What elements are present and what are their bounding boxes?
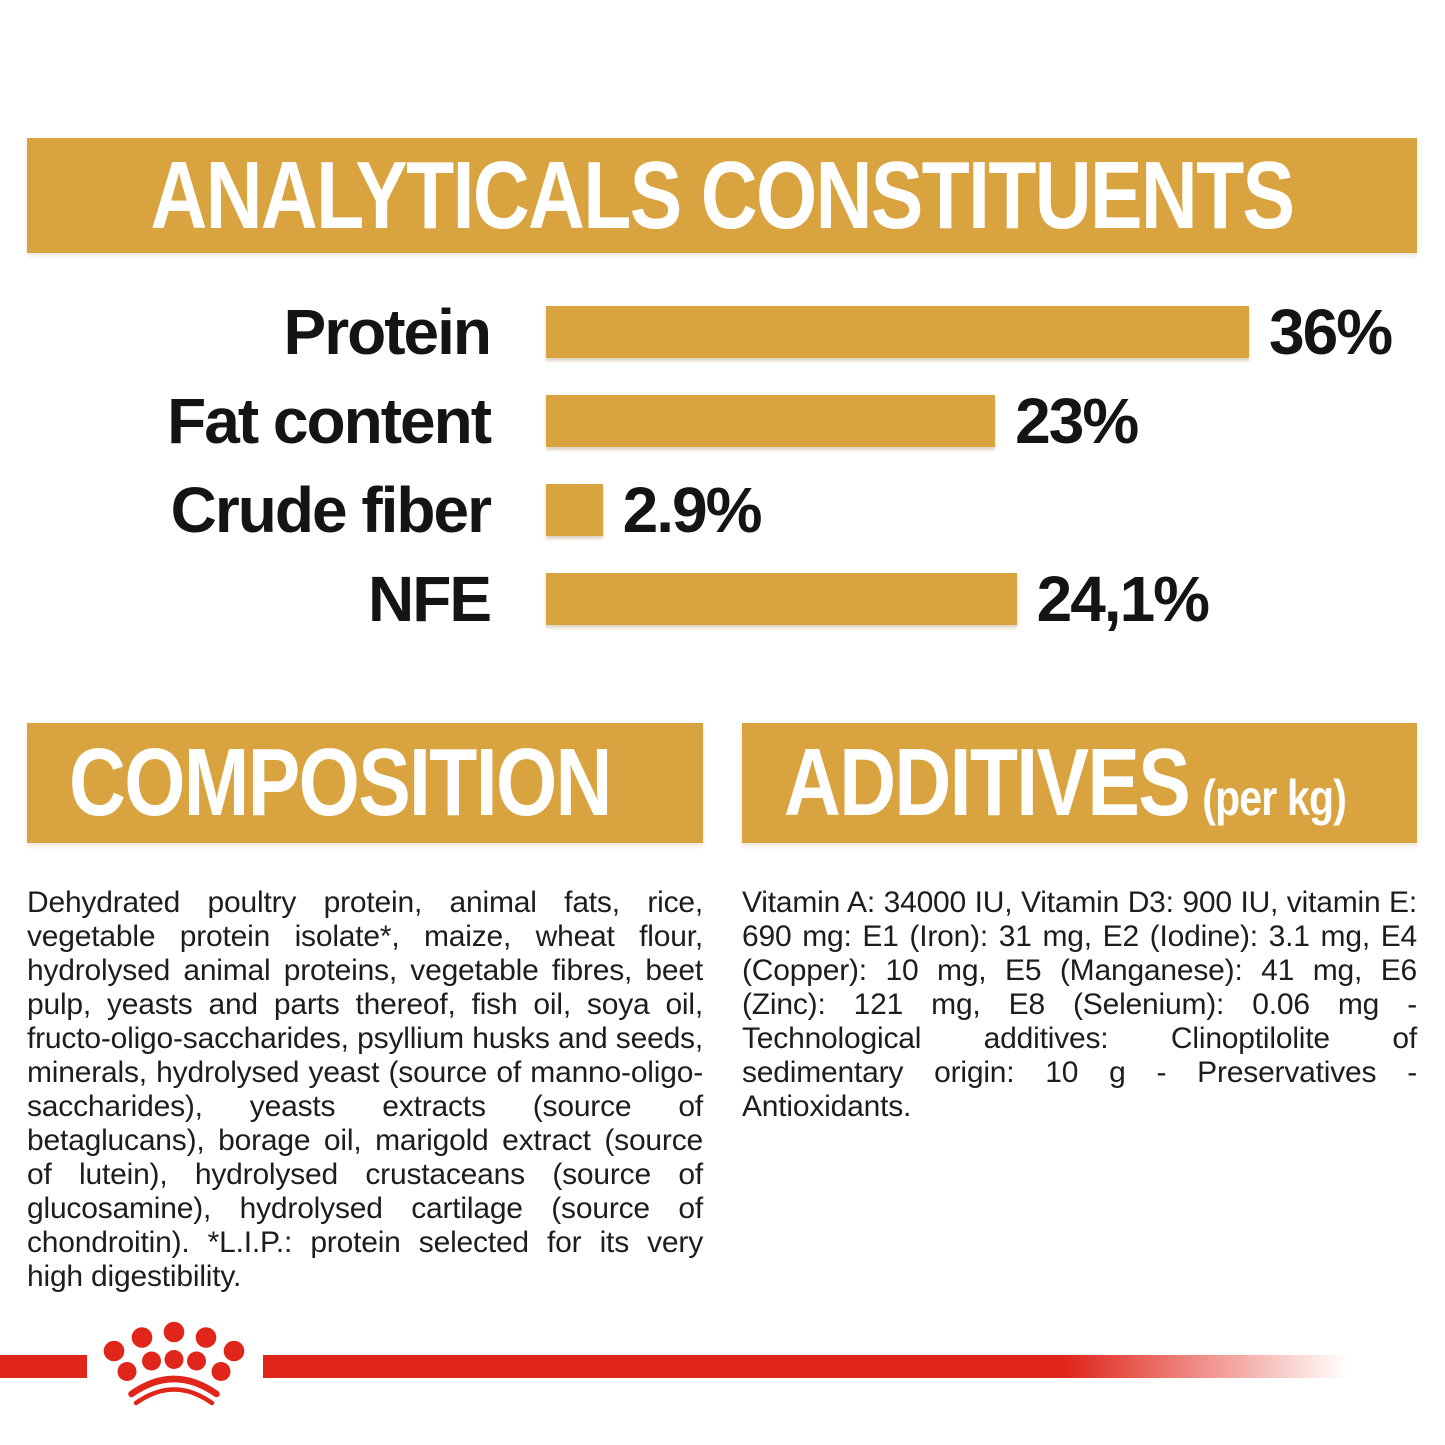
additives-header-band: ADDITIVES (per kg) — [742, 723, 1417, 843]
chart-category-label: Crude fiber — [170, 473, 492, 546]
additives-body: Vitamin A: 34000 IU, Vitamin D3: 900 IU,… — [742, 886, 1417, 1123]
chart-category-label: NFE — [368, 562, 492, 635]
royal-canin-crown-icon — [103, 1321, 245, 1406]
chart-bar — [546, 483, 603, 536]
chart-row: NFE 24,1% — [0, 554, 1445, 643]
chart-row: Protein 36% — [0, 287, 1445, 376]
chart-category-label: Fat content — [167, 384, 492, 457]
red-divider-right — [263, 1355, 1348, 1378]
red-divider-left — [0, 1355, 87, 1378]
additives-title: ADDITIVES — [784, 729, 1191, 836]
chart-bar — [546, 572, 1017, 625]
composition-header-band: COMPOSITION — [27, 723, 703, 843]
analyticals-header-band: ANALYTICALS CONSTITUENTS — [27, 138, 1417, 253]
composition-title: COMPOSITION — [69, 729, 612, 836]
composition-body: Dehydrated poultry protein, animal fats,… — [27, 886, 703, 1293]
chart-row: Crude fiber 2.9% — [0, 465, 1445, 554]
chart-value-label: 36% — [1269, 295, 1393, 368]
chart-row: Fat content 23% — [0, 376, 1445, 465]
analyticals-title: ANALYTICALS CONSTITUENTS — [150, 141, 1296, 249]
chart-value-label: 2.9% — [622, 473, 763, 546]
chart-bar — [546, 305, 1249, 358]
chart-value-label: 24,1% — [1036, 562, 1210, 635]
chart-category-label: Protein — [283, 295, 492, 368]
chart-bar — [546, 394, 996, 447]
bar-chart: Protein 36% Fat content 23% Crude fiber 2.9% N… — [0, 287, 1445, 643]
additives-per-kg-label: (per kg) — [1202, 770, 1347, 826]
chart-value-label: 23% — [1015, 384, 1139, 457]
